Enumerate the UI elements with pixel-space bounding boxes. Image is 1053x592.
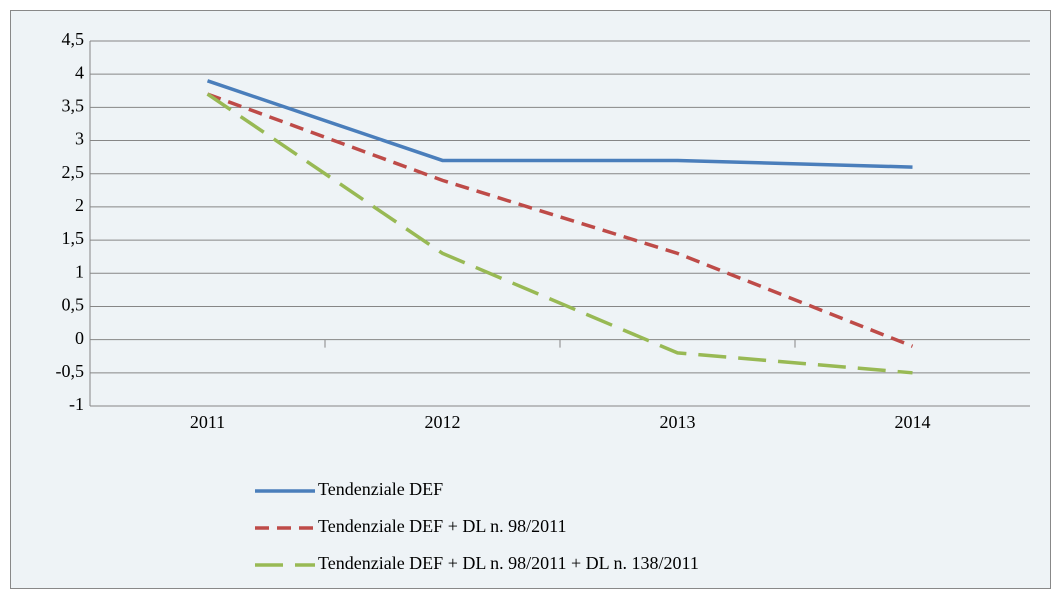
y-tick-label: -1 bbox=[69, 394, 84, 414]
x-tick-label: 2012 bbox=[425, 412, 461, 432]
x-tick-label: 2011 bbox=[190, 412, 225, 432]
chart-frame bbox=[10, 10, 1051, 589]
y-tick-label: 3 bbox=[75, 129, 84, 149]
legend-label: Tendenziale DEF + DL n. 98/2011 + DL n. … bbox=[318, 553, 699, 573]
y-tick-label: 0 bbox=[75, 328, 84, 348]
y-tick-label: 3,5 bbox=[62, 95, 85, 115]
y-tick-label: 0,5 bbox=[62, 295, 85, 315]
series-line bbox=[206, 92, 914, 348]
series-line bbox=[206, 92, 913, 375]
series-line bbox=[206, 79, 913, 169]
legend-label: Tendenziale DEF + DL n. 98/2011 bbox=[318, 516, 567, 536]
y-tick-label: 2,5 bbox=[62, 162, 85, 182]
y-tick-label: 1,5 bbox=[62, 228, 85, 248]
y-tick-label: 4 bbox=[75, 62, 84, 82]
y-tick-label: -0,5 bbox=[56, 361, 85, 381]
legend-label: Tendenziale DEF bbox=[318, 479, 443, 499]
y-tick-label: 2 bbox=[75, 195, 84, 215]
y-tick-label: 4,5 bbox=[62, 29, 85, 49]
x-tick-label: 2014 bbox=[895, 412, 931, 432]
y-tick-label: 1 bbox=[75, 261, 84, 281]
x-tick-label: 2013 bbox=[660, 412, 696, 432]
